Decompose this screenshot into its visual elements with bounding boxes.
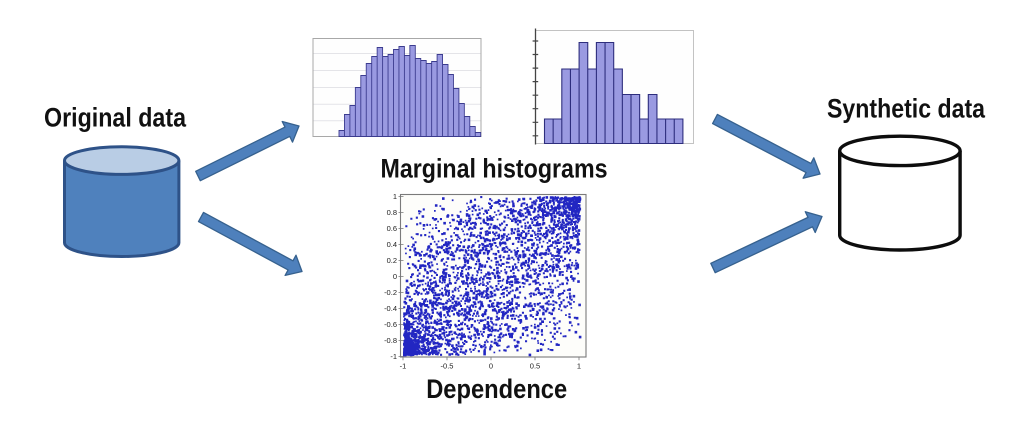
svg-text:Dependence: Dependence: [426, 374, 567, 404]
svg-text:-0.5: -0.5: [441, 362, 454, 371]
svg-text:-0.4: -0.4: [384, 304, 397, 313]
svg-text:0.5: 0.5: [530, 362, 540, 371]
svg-text:-0.8: -0.8: [384, 336, 397, 345]
svg-text:-1: -1: [390, 352, 397, 361]
svg-text:0.8: 0.8: [387, 208, 397, 217]
svg-text:-0.6: -0.6: [384, 320, 397, 329]
svg-text:Marginal histograms: Marginal histograms: [381, 154, 608, 184]
svg-text:1: 1: [577, 362, 581, 371]
svg-text:0: 0: [489, 362, 493, 371]
svg-text:-1: -1: [400, 362, 407, 371]
svg-text:0: 0: [393, 272, 397, 281]
svg-text:-0.2: -0.2: [384, 288, 397, 297]
svg-text:1: 1: [393, 192, 397, 201]
svg-text:0.2: 0.2: [387, 256, 397, 265]
svg-text:Original data: Original data: [44, 103, 187, 133]
svg-text:0.6: 0.6: [387, 224, 397, 233]
svg-text:0.4: 0.4: [387, 240, 397, 249]
svg-text:Synthetic data: Synthetic data: [827, 93, 986, 123]
